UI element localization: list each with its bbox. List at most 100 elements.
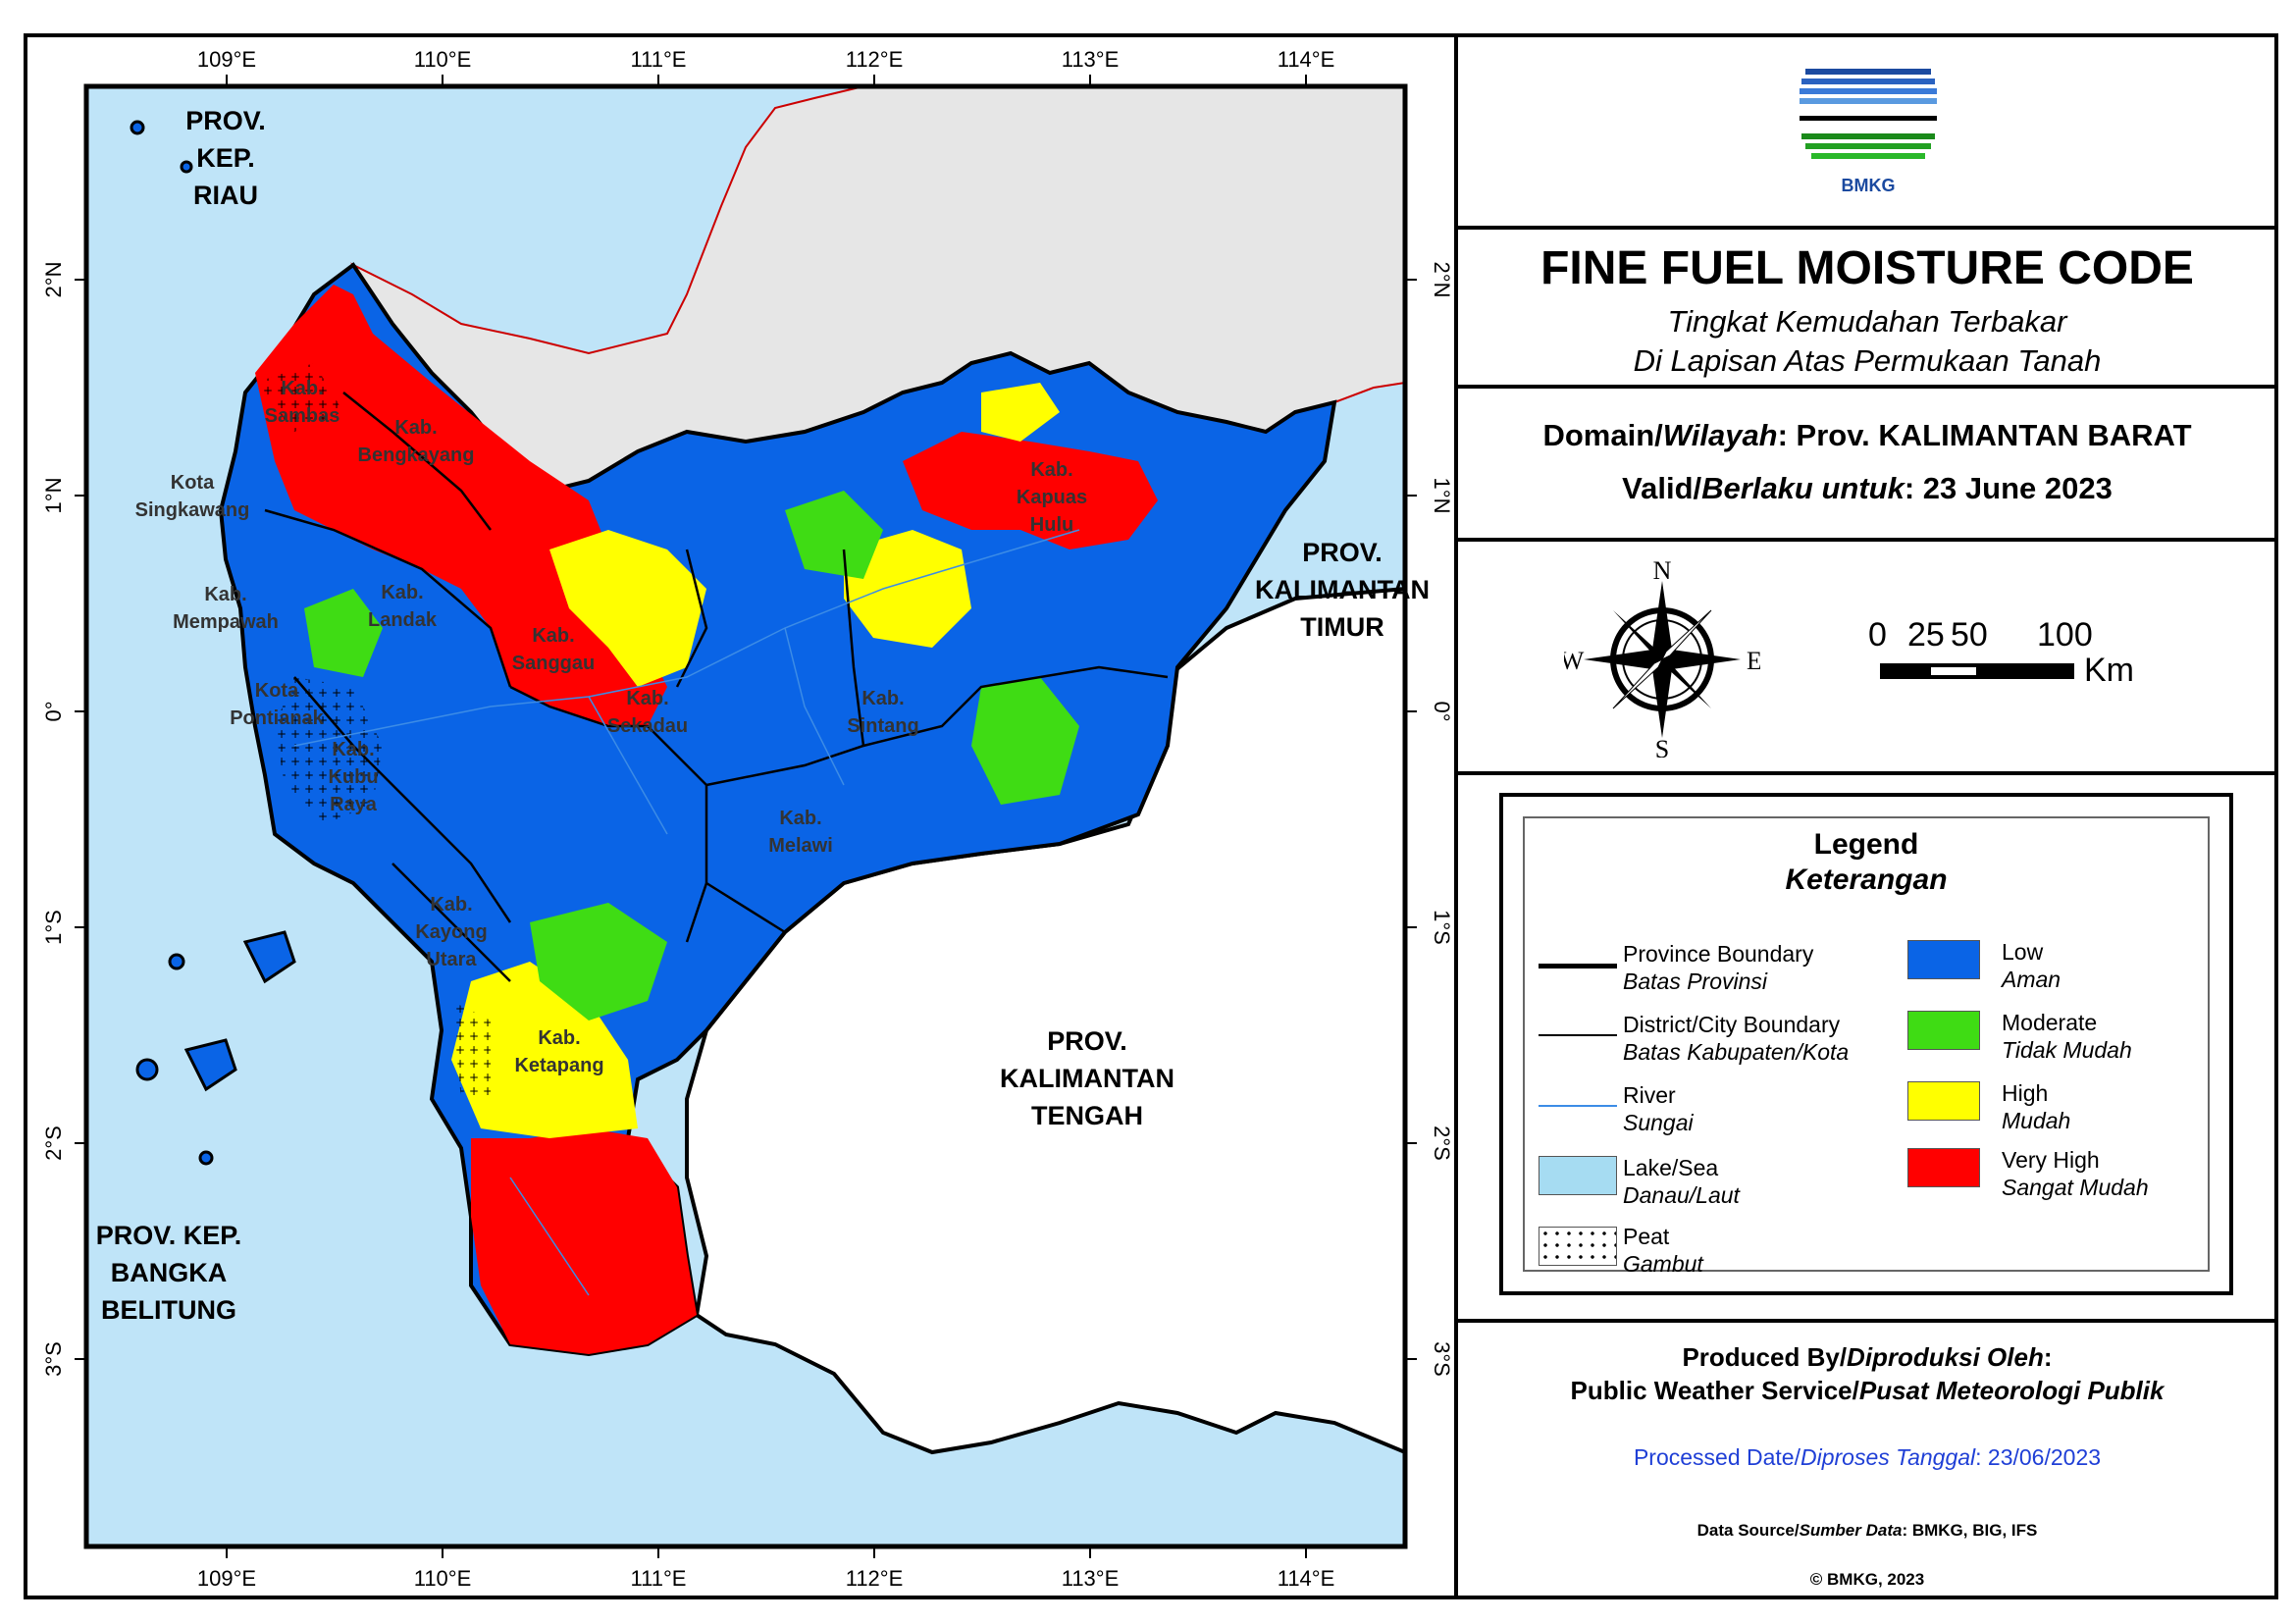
- kalimantan-tengah-timur: [685, 586, 1405, 1455]
- map-frame: [24, 33, 2278, 1599]
- lon-label-bottom: 114°E: [1278, 1566, 1335, 1591]
- district-label: Kab.: [532, 625, 574, 647]
- province-label: TENGAH: [1031, 1101, 1143, 1130]
- compass-e: E: [1747, 647, 1760, 675]
- source-value: : BMKG, BIG, IFS: [1902, 1521, 2038, 1540]
- lat-label-right: 1°S: [1430, 910, 1454, 945]
- district-label: Kab.: [626, 688, 668, 709]
- district-label: Kayong: [415, 921, 487, 943]
- district-label: Bengkayang: [358, 445, 475, 466]
- legend-very-high: Very High Sangat Mudah: [2002, 1147, 2149, 1200]
- scale-tick-25: 25: [1907, 616, 1945, 654]
- province-label: KALIMANTAN: [1255, 575, 1430, 604]
- scale-unit: Km: [2084, 652, 2134, 689]
- legend-district: District/City Boundary Batas Kabupaten/Ko…: [1623, 1012, 1850, 1065]
- scale-tick-50: 50: [1951, 616, 1988, 654]
- province-label: KALIMANTAN: [1000, 1064, 1174, 1093]
- panel-divider: [1454, 33, 1458, 1599]
- district-label: Pontianak: [230, 707, 324, 729]
- district-label: Kab.: [204, 584, 246, 605]
- logo-text: BMKG: [1842, 176, 1896, 195]
- lat-label-right: 2°N: [1430, 262, 1454, 298]
- legend-lake: Lake/Sea Danau/Laut: [1623, 1155, 1740, 1208]
- district-label: Kab.: [381, 582, 423, 603]
- province-label: RIAU: [193, 181, 258, 210]
- province-label: BANGKA: [111, 1258, 228, 1287]
- source-label-id: Sumber Data: [1799, 1521, 1903, 1540]
- peat-ketapang: [451, 1001, 491, 1099]
- domain-label-id: Wilayah: [1662, 418, 1778, 452]
- district-boundaries: [264, 392, 1169, 982]
- lon-label-bottom: 113°E: [1062, 1566, 1120, 1591]
- district-label: Mempawah: [173, 611, 279, 633]
- legend-province: Province Boundary Batas Provinsi: [1623, 941, 1814, 994]
- valid-date: : 23 June 2023: [1904, 471, 2113, 505]
- very-high-swatch: [1907, 1148, 1980, 1187]
- district-label: Raya: [330, 794, 378, 815]
- very-high-kapuas-hulu: [903, 432, 1158, 550]
- lake-swatch: [1539, 1156, 1617, 1195]
- domain-panel: Domain/Wilayah: Prov. KALIMANTAN BARAT V…: [1456, 389, 2278, 542]
- source-label: Data Source/: [1696, 1521, 1800, 1540]
- lat-label-right: 3°S: [1430, 1341, 1454, 1377]
- map-subtitle-1: Tingkat Kemudahan Terbakar: [1667, 304, 2067, 339]
- province-label: PROV. KEP.: [96, 1221, 242, 1250]
- legend-inner: Legend Keterangan Province Boundary Batas…: [1523, 816, 2210, 1277]
- legend-high: High Mudah: [2002, 1080, 2071, 1133]
- producer: Public Weather Service/: [1570, 1376, 1859, 1405]
- valid-label-id: Berlaku untuk: [1701, 471, 1905, 505]
- scale-tick-0: 0: [1868, 616, 1887, 654]
- lon-label-bottom: 110°E: [414, 1566, 472, 1591]
- river-swatch: [1539, 1105, 1617, 1107]
- district-label: Kab.: [538, 1027, 580, 1049]
- province-label: PROV.: [1302, 538, 1383, 567]
- legend-moderate: Moderate Tidak Mudah: [2002, 1010, 2132, 1063]
- province-label: PROV.: [1047, 1026, 1127, 1056]
- district-label: Kab.: [281, 378, 323, 399]
- province-label: BELITUNG: [101, 1295, 236, 1325]
- scale-tick-100: 100: [2037, 616, 2093, 654]
- district-label: Kab.: [779, 808, 821, 829]
- district-label: Sintang: [847, 715, 918, 737]
- lat-label-left: 1°S: [41, 910, 66, 945]
- compass-w: W: [1564, 647, 1585, 675]
- lat-label-left: 2°S: [41, 1126, 66, 1161]
- lat-label-right: 1°N: [1430, 478, 1454, 514]
- peat-kubu-raya: [275, 677, 383, 824]
- district-label: Ketapang: [514, 1055, 603, 1076]
- lat-label-right: 2°S: [1430, 1126, 1454, 1161]
- province-boundary-swatch: [1539, 964, 1617, 969]
- high-sintang-north: [844, 530, 971, 648]
- peat-sambas: [255, 363, 343, 432]
- district-label: Kota: [171, 472, 215, 494]
- peat-swatch: [1539, 1227, 1617, 1266]
- moderate-mempawah: [304, 589, 383, 677]
- district-label: Melawi: [768, 835, 833, 857]
- district-label: Sekadau: [607, 715, 688, 737]
- province-label: TIMUR: [1300, 612, 1383, 642]
- district-label: Kab.: [430, 894, 472, 916]
- low-swatch: [1907, 940, 1980, 979]
- district-label: Kab.: [332, 739, 374, 760]
- lon-label-bottom: 112°E: [846, 1566, 904, 1591]
- legend-title: Legend: [1813, 828, 1919, 861]
- lon-label-top: 114°E: [1278, 47, 1335, 72]
- province-label: PROV.: [185, 106, 266, 135]
- lon-label-bottom: 111°E: [631, 1566, 687, 1591]
- legend-low: Low Aman: [2002, 939, 2061, 992]
- lon-label-top: 112°E: [846, 47, 904, 72]
- high-kapuas-hulu-n: [981, 383, 1060, 442]
- map-title: FINE FUEL MOISTURE CODE: [1540, 242, 2194, 294]
- map-labels: PROV. KEP. RIAU PROV. KALIMANTAN TIMUR PROV. KA…: [96, 106, 1430, 1325]
- lat-label-left: 3°S: [41, 1341, 66, 1377]
- graticule-ticks: 109°E 109°E 110°E 110°E 111°E 111°E 112°E 112°E…: [41, 47, 1454, 1591]
- district-label: Kapuas: [1017, 487, 1087, 508]
- lat-label-left: 0°: [41, 701, 66, 721]
- domain-label: Domain/: [1542, 418, 1663, 452]
- lon-label-top: 111°E: [631, 47, 687, 72]
- valid-label: Valid/: [1622, 471, 1702, 505]
- produced-by-label-id: Diproduksi Oleh: [1847, 1342, 2044, 1372]
- province-label: KEP.: [196, 143, 255, 173]
- copyright: © BMKG, 2023: [1809, 1570, 1925, 1589]
- scale-bar: 0 25 50 100 Km: [1858, 616, 2153, 689]
